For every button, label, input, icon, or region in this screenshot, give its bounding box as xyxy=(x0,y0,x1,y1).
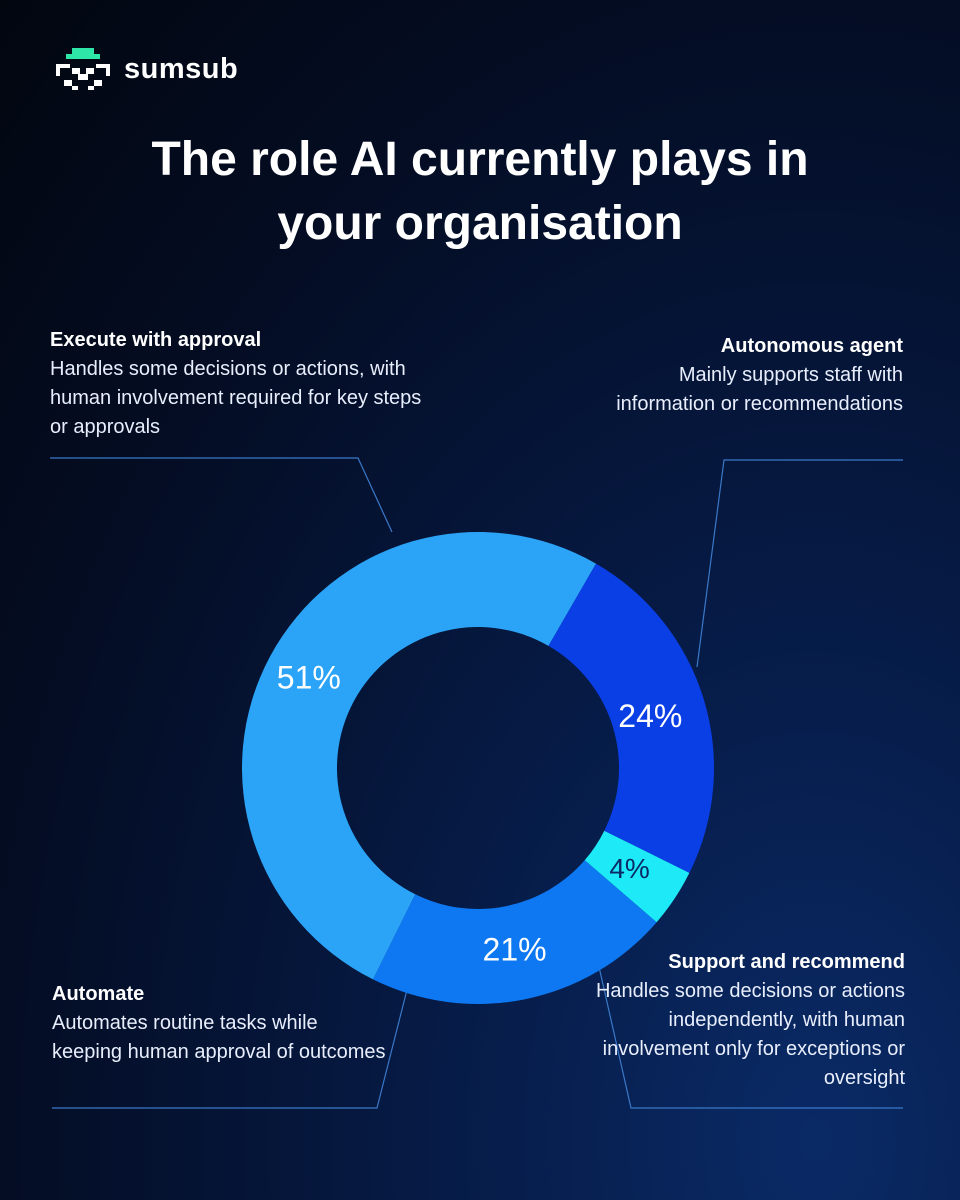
leader-line-autonomous xyxy=(696,459,903,668)
title-line-1: The role AI currently plays in xyxy=(151,133,809,186)
annotation-execute-with-approval: Execute with approval Handles some decis… xyxy=(50,326,430,442)
slice-label-autonomous-agent: 21% xyxy=(483,931,547,967)
annotation-description: Mainly supports staff with information o… xyxy=(616,364,903,415)
annotation-support-and-recommend: Support and recommend Handles some decis… xyxy=(565,948,905,1093)
annotation-autonomous-agent: Autonomous agent Mainly supports staff w… xyxy=(603,332,903,419)
slice-support-and-recommend xyxy=(584,830,690,923)
slice-label-execute-with-approval: 51% xyxy=(277,659,341,695)
slice-label-automate: 24% xyxy=(618,698,682,734)
annotation-heading: Automate xyxy=(52,983,145,1005)
slice-label-support-and-recommend: 4% xyxy=(609,853,649,884)
annotation-description: Handles some decisions or actions indepe… xyxy=(595,980,905,1089)
annotation-heading: Support and recommend xyxy=(668,951,905,973)
leader-line-execute xyxy=(50,457,393,533)
slice-autonomous-agent xyxy=(373,860,657,1005)
slice-automate xyxy=(548,563,715,873)
title-line-2: your organisation xyxy=(277,197,683,250)
leader-line-support xyxy=(596,957,903,1109)
brand-logo: sumsub xyxy=(52,46,238,92)
annotation-description: Handles some decisions or actions, with … xyxy=(50,358,422,438)
annotation-automate: Automate Automates routine tasks while k… xyxy=(52,980,392,1067)
annotation-heading: Autonomous agent xyxy=(720,335,903,357)
page-title: The role AI currently plays in your orga… xyxy=(0,128,960,256)
pixel-space-invader-icon xyxy=(56,48,110,90)
slice-execute-with-approval xyxy=(242,532,596,980)
leader-line-automate xyxy=(52,977,411,1109)
annotation-heading: Execute with approval xyxy=(50,329,262,351)
annotation-description: Automates routine tasks while keeping hu… xyxy=(52,1012,386,1063)
brand-name: sumsub xyxy=(124,52,239,85)
